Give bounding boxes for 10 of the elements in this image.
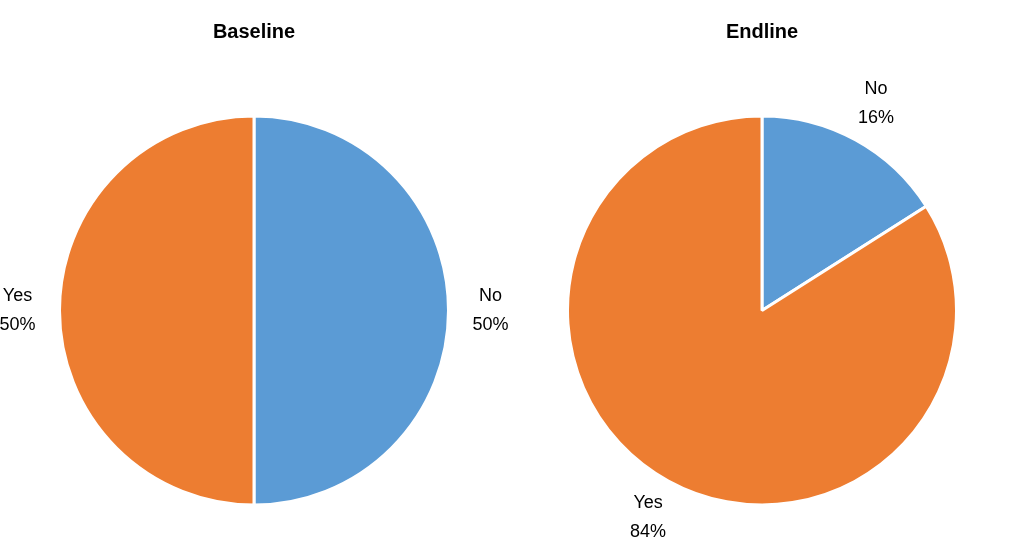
slice-label: Yes	[633, 492, 663, 513]
data-label: 16%	[857, 106, 894, 127]
chart-title: Endline	[725, 19, 799, 42]
chart-title: Baseline	[212, 19, 296, 42]
data-label: 50%	[0, 313, 36, 334]
data-label: 84%	[630, 521, 667, 540]
slice-label: No	[864, 77, 888, 98]
data-label: 50%	[472, 313, 509, 334]
slice-label: Yes	[2, 284, 33, 305]
slice-label: No	[478, 284, 503, 305]
